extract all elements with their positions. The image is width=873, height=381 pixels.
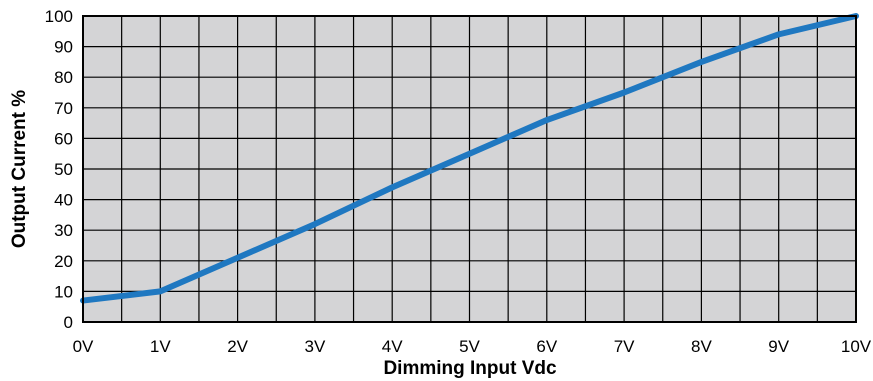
series-group	[80, 13, 859, 304]
x-axis-title: Dimming Input Vdc	[383, 358, 557, 379]
series-line	[80, 13, 859, 304]
y-tick-label: 20	[54, 252, 73, 271]
y-tick-label: 0	[64, 313, 73, 332]
y-tick-label: 50	[54, 160, 73, 179]
y-axis-tick-labels: 0 10 20 30 40 50 60 70 80 90 100	[45, 7, 73, 332]
y-tick-label: 90	[54, 38, 73, 57]
x-tick-label: 10V	[841, 337, 872, 356]
x-tick-label: 5V	[459, 337, 480, 356]
y-tick-label: 10	[54, 282, 73, 301]
y-tick-label: 30	[54, 221, 73, 240]
x-tick-label: 4V	[382, 337, 403, 356]
x-tick-label: 1V	[150, 337, 171, 356]
x-tick-label: 3V	[305, 337, 326, 356]
x-tick-label: 9V	[768, 337, 789, 356]
x-tick-label: 0V	[73, 337, 94, 356]
y-axis-title: Output Current %	[9, 90, 30, 248]
y-tick-label: 80	[54, 68, 73, 87]
x-tick-label: 7V	[614, 337, 635, 356]
x-axis-tick-labels: 0V 1V 2V 3V 4V 5V 6V 7V 8V 9V 10V	[73, 337, 872, 356]
x-tick-label: 2V	[227, 337, 248, 356]
x-tick-label: 6V	[536, 337, 557, 356]
y-tick-label: 60	[54, 129, 73, 148]
y-tick-label: 100	[45, 7, 73, 26]
x-tick-label: 8V	[691, 337, 712, 356]
y-tick-label: 40	[54, 191, 73, 210]
y-tick-label: 70	[54, 99, 73, 118]
plot-border	[82, 15, 857, 323]
